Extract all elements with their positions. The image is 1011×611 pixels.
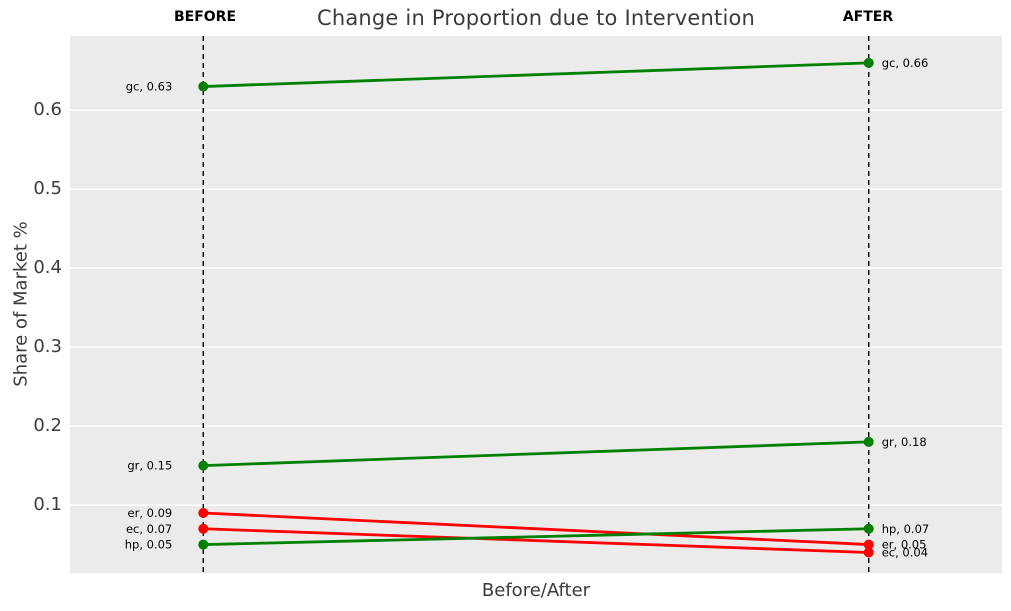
chart-title: Change in Proportion due to Intervention [316, 6, 756, 30]
y-tick-label: 0.1 [33, 494, 62, 516]
point-gc-after [863, 57, 874, 68]
point-label-gc-after: gc, 0.66 [882, 56, 929, 70]
point-label-ec-after: ec, 0.04 [882, 545, 928, 559]
point-gc-before [198, 81, 209, 92]
point-ec-before [198, 523, 209, 534]
after-column-label: AFTER [842, 9, 894, 25]
point-label-er-before: er, 0.09 [128, 506, 173, 520]
point-gr-after [863, 436, 874, 447]
point-hp-before [198, 539, 209, 550]
point-hp-after [863, 523, 874, 534]
point-er-before [198, 507, 209, 518]
point-label-hp-after: hp, 0.07 [882, 522, 930, 536]
y-tick-label: 0.5 [33, 178, 62, 200]
point-label-gc-before: gc, 0.63 [126, 80, 173, 94]
point-label-ec-before: ec, 0.07 [126, 522, 172, 536]
before-column-label: BEFORE [173, 9, 237, 25]
y-tick-label: 0.4 [33, 257, 62, 279]
plot-area: gc, 0.63 gc, 0.66 gr, 0.15 gr, 0.18 er, 0.09… [70, 36, 1002, 573]
series-line-gr [203, 440, 869, 467]
series-line-er [203, 511, 869, 546]
point-label-hp-before: hp, 0.05 [125, 538, 173, 552]
point-label-er-after: er, 0.05 [882, 538, 927, 552]
y-tick-label: 0.6 [33, 99, 62, 121]
series-line-hp [203, 527, 869, 546]
series-line-ec [203, 527, 869, 554]
point-label-gr-after: gr, 0.18 [882, 435, 927, 449]
point-gr-before [198, 460, 209, 471]
chart-canvas: gc, 0.63 gc, 0.66 gr, 0.15 gr, 0.18 er, 0.09… [70, 36, 1002, 573]
series-line-gc [203, 61, 869, 88]
point-er-after [863, 539, 874, 550]
x-axis-title: Before/After [481, 580, 591, 601]
point-label-gr-before: gr, 0.15 [127, 459, 172, 473]
point-ec-after [863, 547, 874, 558]
y-tick-label: 0.2 [33, 415, 62, 437]
y-axis-title: Share of Market % [10, 221, 32, 387]
y-tick-label: 0.3 [33, 336, 62, 358]
